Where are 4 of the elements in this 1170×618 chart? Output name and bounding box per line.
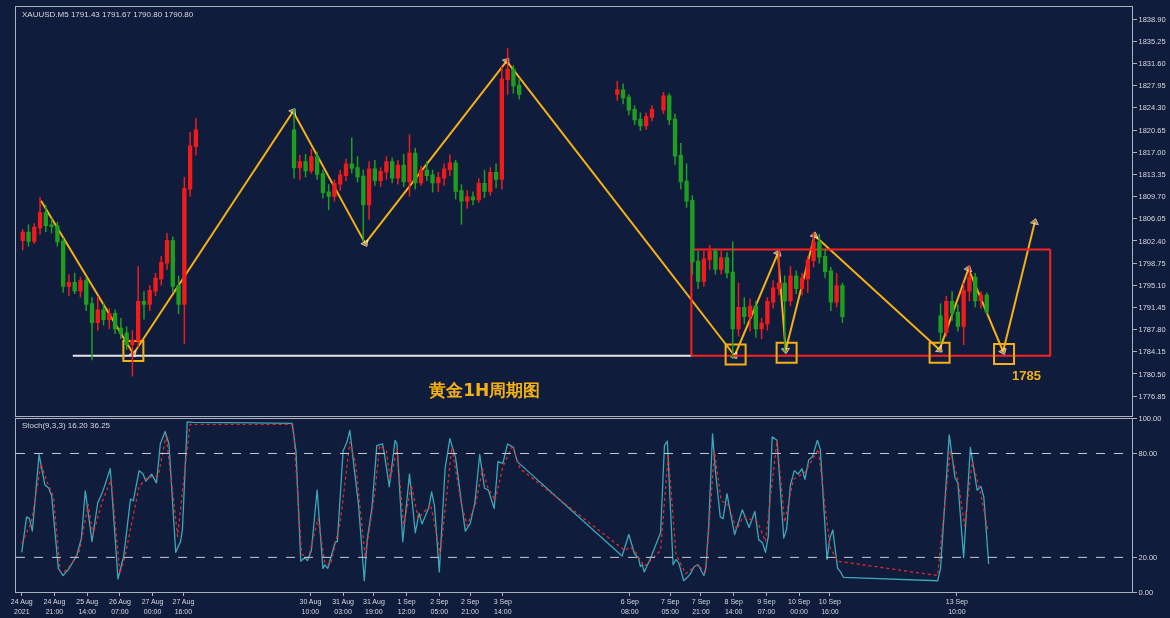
text: 黄金1H周期图 [428, 379, 541, 400]
annotation: Stoch(9,3,3) 16.20 36.25 [22, 421, 111, 430]
annotation: XAUUSD.M5 1791.43 1791.67 1790.80 1790.80 [22, 10, 194, 19]
annotation: 1785 [1012, 368, 1041, 383]
